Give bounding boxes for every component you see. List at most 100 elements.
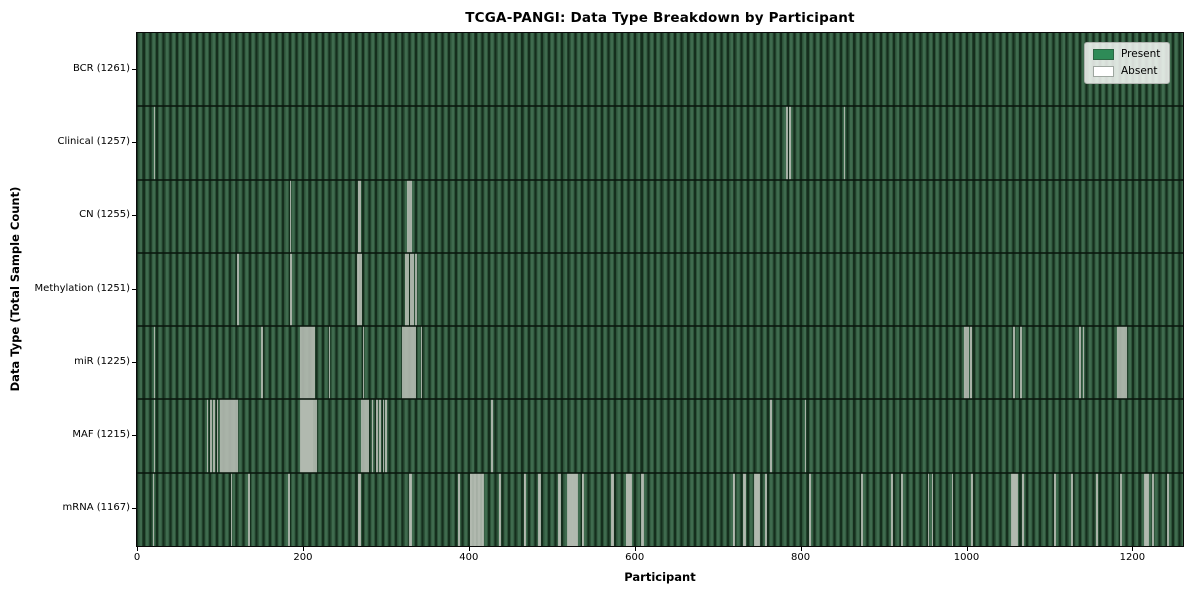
y-tick-label-Methylation: Methylation (1251) — [34, 282, 130, 294]
absent-line — [216, 399, 219, 473]
absent-line — [475, 472, 478, 546]
absent-line — [764, 472, 767, 546]
legend-entry-absent: Absent — [1093, 65, 1160, 77]
absent-line — [311, 326, 313, 400]
absent-line — [248, 472, 250, 546]
absent-line — [219, 399, 222, 473]
y-tick-mark — [132, 215, 136, 217]
absent-line — [290, 252, 293, 327]
y-tick-mark — [132, 508, 136, 510]
absent-line — [234, 399, 237, 473]
absent-line — [576, 472, 579, 546]
absent-line — [1120, 326, 1123, 400]
present-swatch-icon — [1093, 48, 1114, 60]
absent-line — [287, 472, 290, 546]
absent-line — [482, 472, 484, 546]
row-separator — [137, 471, 1183, 474]
absent-line — [900, 472, 903, 546]
absent-line — [1124, 326, 1126, 400]
absent-line — [539, 472, 541, 546]
absent-line — [479, 472, 482, 546]
absent-line — [221, 399, 224, 473]
absent-line — [362, 326, 365, 400]
absent-line — [582, 472, 585, 546]
legend-label-absent: Absent — [1121, 65, 1158, 77]
absent-line — [365, 399, 368, 473]
plot-area — [136, 32, 1184, 547]
absent-line — [969, 326, 972, 400]
absent-line — [1079, 326, 1081, 400]
absent-line — [414, 252, 417, 327]
x-tick-mark — [302, 547, 304, 551]
absent-line — [231, 399, 234, 473]
absent-line — [359, 472, 361, 546]
absent-line — [153, 106, 156, 180]
absent-line — [1022, 472, 1024, 546]
absent-line — [1119, 326, 1121, 400]
x-tick-mark — [966, 547, 968, 551]
absent-line — [1152, 472, 1154, 546]
absent-line — [612, 472, 614, 546]
absent-line — [891, 472, 893, 546]
absent-line — [931, 472, 934, 546]
absent-line — [407, 326, 410, 400]
absent-line — [312, 326, 315, 400]
x-tick-label: 200 — [293, 552, 313, 563]
x-tick-label: 1200 — [1119, 552, 1146, 563]
absent-line — [733, 472, 736, 546]
legend: Present Absent — [1084, 42, 1171, 84]
x-tick-label: 400 — [459, 552, 479, 563]
absent-line — [404, 252, 407, 327]
absent-line — [309, 326, 312, 400]
absent-line — [1016, 472, 1018, 546]
absent-line — [524, 472, 527, 546]
absent-line — [206, 399, 209, 473]
absent-line — [302, 326, 305, 400]
absent-line — [951, 472, 954, 546]
absent-line — [237, 252, 240, 327]
row-band-miR — [137, 326, 1183, 400]
absent-line — [371, 399, 374, 473]
absent-line — [359, 179, 361, 253]
absent-line — [223, 399, 225, 473]
y-tick-label-BCR: BCR (1261) — [72, 62, 130, 74]
absent-line — [1012, 326, 1015, 400]
absent-line — [744, 472, 746, 546]
absent-line — [315, 399, 318, 473]
absent-line — [402, 326, 405, 400]
absent-line — [307, 326, 310, 400]
absent-line — [409, 472, 412, 546]
x-tick-label: 600 — [625, 552, 645, 563]
absent-line — [407, 179, 410, 253]
absent-line — [471, 472, 473, 546]
absent-line — [1167, 472, 1169, 546]
absent-line — [642, 472, 644, 546]
absent-line — [306, 326, 308, 400]
absent-line — [313, 399, 316, 473]
x-tick-mark — [800, 547, 802, 551]
absent-line — [758, 472, 760, 546]
absent-line — [559, 472, 561, 546]
absent-line — [379, 399, 381, 473]
absent-line — [1117, 326, 1120, 400]
row-band-Methylation — [137, 252, 1183, 327]
absent-line — [971, 472, 974, 546]
absent-line — [153, 399, 156, 473]
absent-line — [312, 399, 314, 473]
absent-line — [1147, 472, 1150, 546]
y-tick-mark — [132, 288, 136, 290]
absent-line — [458, 472, 460, 546]
absent-line — [367, 399, 370, 473]
absent-line — [230, 472, 233, 546]
absent-line — [786, 106, 789, 180]
absent-line — [412, 326, 415, 400]
absent-line — [213, 399, 215, 473]
row-band-BCR — [137, 33, 1183, 106]
absent-line — [1095, 472, 1098, 546]
absent-line — [382, 399, 385, 473]
absent-line — [362, 399, 365, 473]
absent-line — [412, 252, 415, 327]
x-tick-mark — [468, 547, 470, 551]
y-tick-mark — [132, 141, 136, 143]
